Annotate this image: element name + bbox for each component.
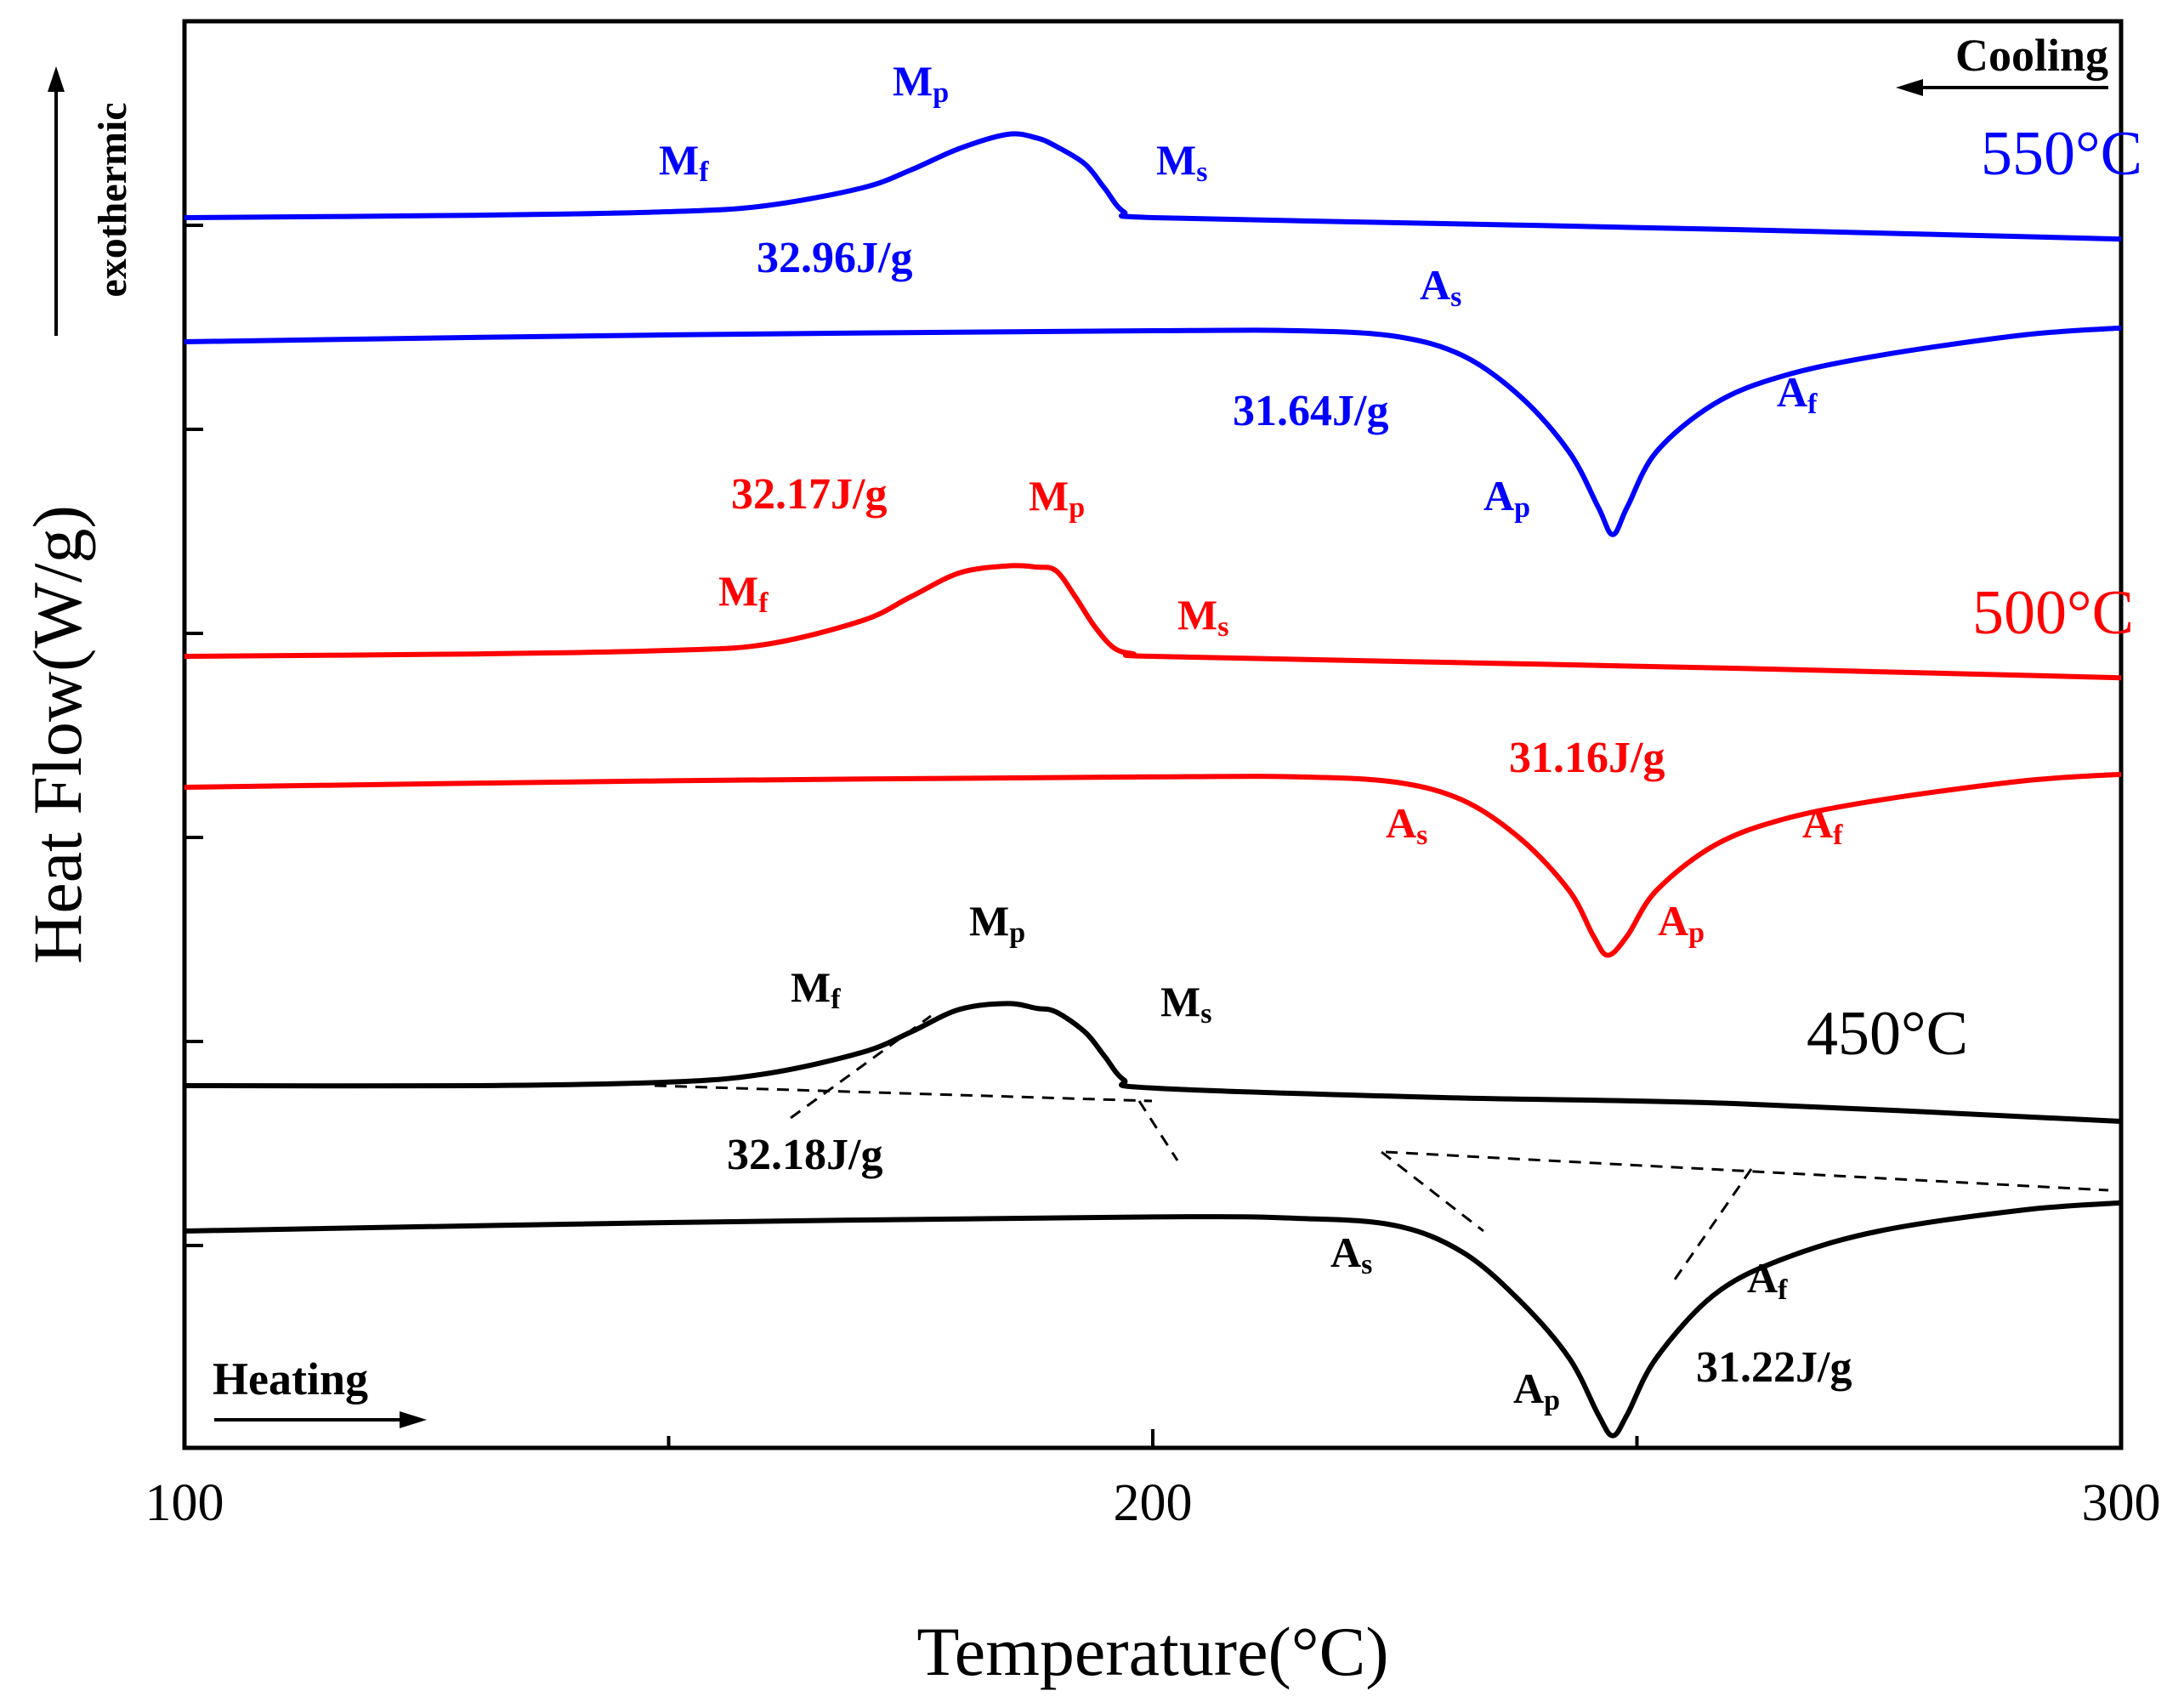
label-subscript: f	[1778, 1274, 1788, 1306]
label-main: A	[1386, 799, 1416, 847]
transformation-point-label: Mf	[791, 963, 841, 1015]
tangent-lines-layer	[654, 1014, 2109, 1280]
label-main: A	[1420, 261, 1450, 309]
transformation-point-label: Af	[1747, 1254, 1788, 1306]
label-main: M	[893, 57, 933, 105]
label-subscript: f	[1807, 389, 1818, 420]
label-subscript: p	[1069, 492, 1085, 524]
label-main: A	[1513, 1365, 1544, 1412]
label-subscript: p	[1514, 492, 1530, 524]
label-main: M	[1177, 591, 1217, 638]
label-main: A	[1802, 799, 1833, 847]
transformation-point-label: Af	[1777, 368, 1818, 420]
label-subscript: p	[1544, 1385, 1560, 1416]
plot-frame	[182, 19, 2124, 1450]
cooling-label: Cooling	[1955, 30, 2108, 81]
heating-enthalpy-label: 31.64J/g	[1233, 387, 1388, 435]
label-subscript: s	[1217, 611, 1228, 643]
heating-arrow-head	[400, 1411, 427, 1428]
cooling-curve-line	[184, 1001, 2122, 1124]
label-main: M	[1160, 978, 1200, 1025]
label-subscript: f	[831, 984, 841, 1015]
x-tick-label: 300	[2082, 1474, 2161, 1532]
series-temperature-label: 450°C	[1807, 999, 1968, 1069]
curves-layer	[184, 131, 2122, 1438]
transformation-point-label: Mf	[659, 136, 709, 188]
label-subscript: s	[1450, 281, 1461, 313]
label-main: A	[1747, 1254, 1778, 1302]
exothermic-arrow-head	[48, 66, 65, 92]
transformation-point-label: Mp	[893, 57, 949, 109]
label-main: M	[1029, 472, 1069, 519]
transformation-point-label: As	[1386, 799, 1427, 851]
x-tick-label: 100	[145, 1474, 224, 1532]
label-subscript: f	[699, 156, 709, 188]
heating-label: Heating	[213, 1353, 368, 1404]
exothermic-label: exothermic	[90, 102, 135, 297]
cooling-indicator: Cooling	[1896, 30, 2108, 96]
heating-curve-line	[184, 771, 2122, 958]
label-subscript: p	[1688, 917, 1705, 949]
transformation-point-label: Ms	[1160, 978, 1211, 1030]
label-main: A	[1483, 472, 1514, 519]
transformation-point-label: Ms	[1156, 136, 1207, 188]
label-subscript: s	[1196, 156, 1207, 188]
label-main: M	[1156, 136, 1196, 184]
label-subscript: p	[1009, 917, 1025, 949]
cooling-enthalpy-label: 32.18J/g	[727, 1131, 882, 1179]
transformation-point-label: Af	[1802, 799, 1843, 851]
heating-curve-line	[184, 1200, 2122, 1438]
cooling-curve-line	[184, 131, 2122, 242]
label-subscript: s	[1416, 820, 1427, 851]
transformation-point-label: Ap	[1483, 472, 1530, 524]
heating-indicator: Heating	[213, 1353, 427, 1428]
exothermic-indicator: exothermic	[48, 66, 135, 336]
heating-curve-line	[184, 325, 2122, 537]
heating-enthalpy-label: 31.22J/g	[1696, 1343, 1852, 1392]
transformation-point-label: As	[1330, 1229, 1372, 1280]
label-subscript: p	[933, 77, 949, 109]
label-main: A	[1658, 897, 1688, 945]
label-subscript: f	[1833, 820, 1843, 851]
tangent-dashed-line	[1673, 1168, 1753, 1280]
series-temperature-label: 500°C	[1972, 578, 2134, 648]
label-main: M	[791, 963, 831, 1011]
x-tick-label: 200	[1114, 1474, 1193, 1532]
transformation-point-label: Mf	[718, 567, 769, 619]
cooling-enthalpy-label: 32.96J/g	[757, 234, 912, 282]
cooling-enthalpy-label: 32.17J/g	[731, 470, 887, 519]
cooling-curve-line	[184, 563, 2122, 681]
tangent-dashed-line	[1381, 1150, 1484, 1233]
y-axis-label: Heat Flow(W/g)	[19, 505, 96, 964]
label-main: A	[1777, 368, 1807, 416]
label-main: M	[659, 136, 699, 184]
cooling-arrow-head	[1896, 79, 1923, 96]
label-main: A	[1330, 1229, 1361, 1276]
ticks-layer: 100 200 300	[145, 224, 2161, 1532]
x-axis-label: Temperature(°C)	[916, 1613, 1388, 1690]
label-subscript: f	[758, 587, 769, 619]
labels-layer: MfMpMsAsAfAp32.96J/g31.64J/g550°CMfMpMsA…	[659, 57, 2142, 1416]
tangent-dashed-line	[654, 1084, 1153, 1103]
tangent-dashed-line	[1137, 1100, 1179, 1161]
transformation-point-label: Ap	[1658, 897, 1705, 949]
label-main: M	[718, 567, 758, 615]
transformation-point-label: As	[1420, 261, 1461, 313]
transformation-point-label: Ms	[1177, 591, 1228, 643]
label-subscript: s	[1200, 998, 1211, 1030]
transformation-point-label: Mp	[1029, 472, 1085, 524]
heating-enthalpy-label: 31.16J/g	[1509, 734, 1665, 782]
tangent-dashed-line	[1385, 1150, 2109, 1192]
transformation-point-label: Ap	[1513, 1365, 1560, 1416]
series-temperature-label: 550°C	[1981, 119, 2142, 189]
transformation-point-label: Mp	[969, 897, 1025, 949]
tangent-dashed-line	[790, 1014, 932, 1120]
label-main: M	[969, 897, 1009, 945]
label-subscript: s	[1361, 1249, 1372, 1280]
